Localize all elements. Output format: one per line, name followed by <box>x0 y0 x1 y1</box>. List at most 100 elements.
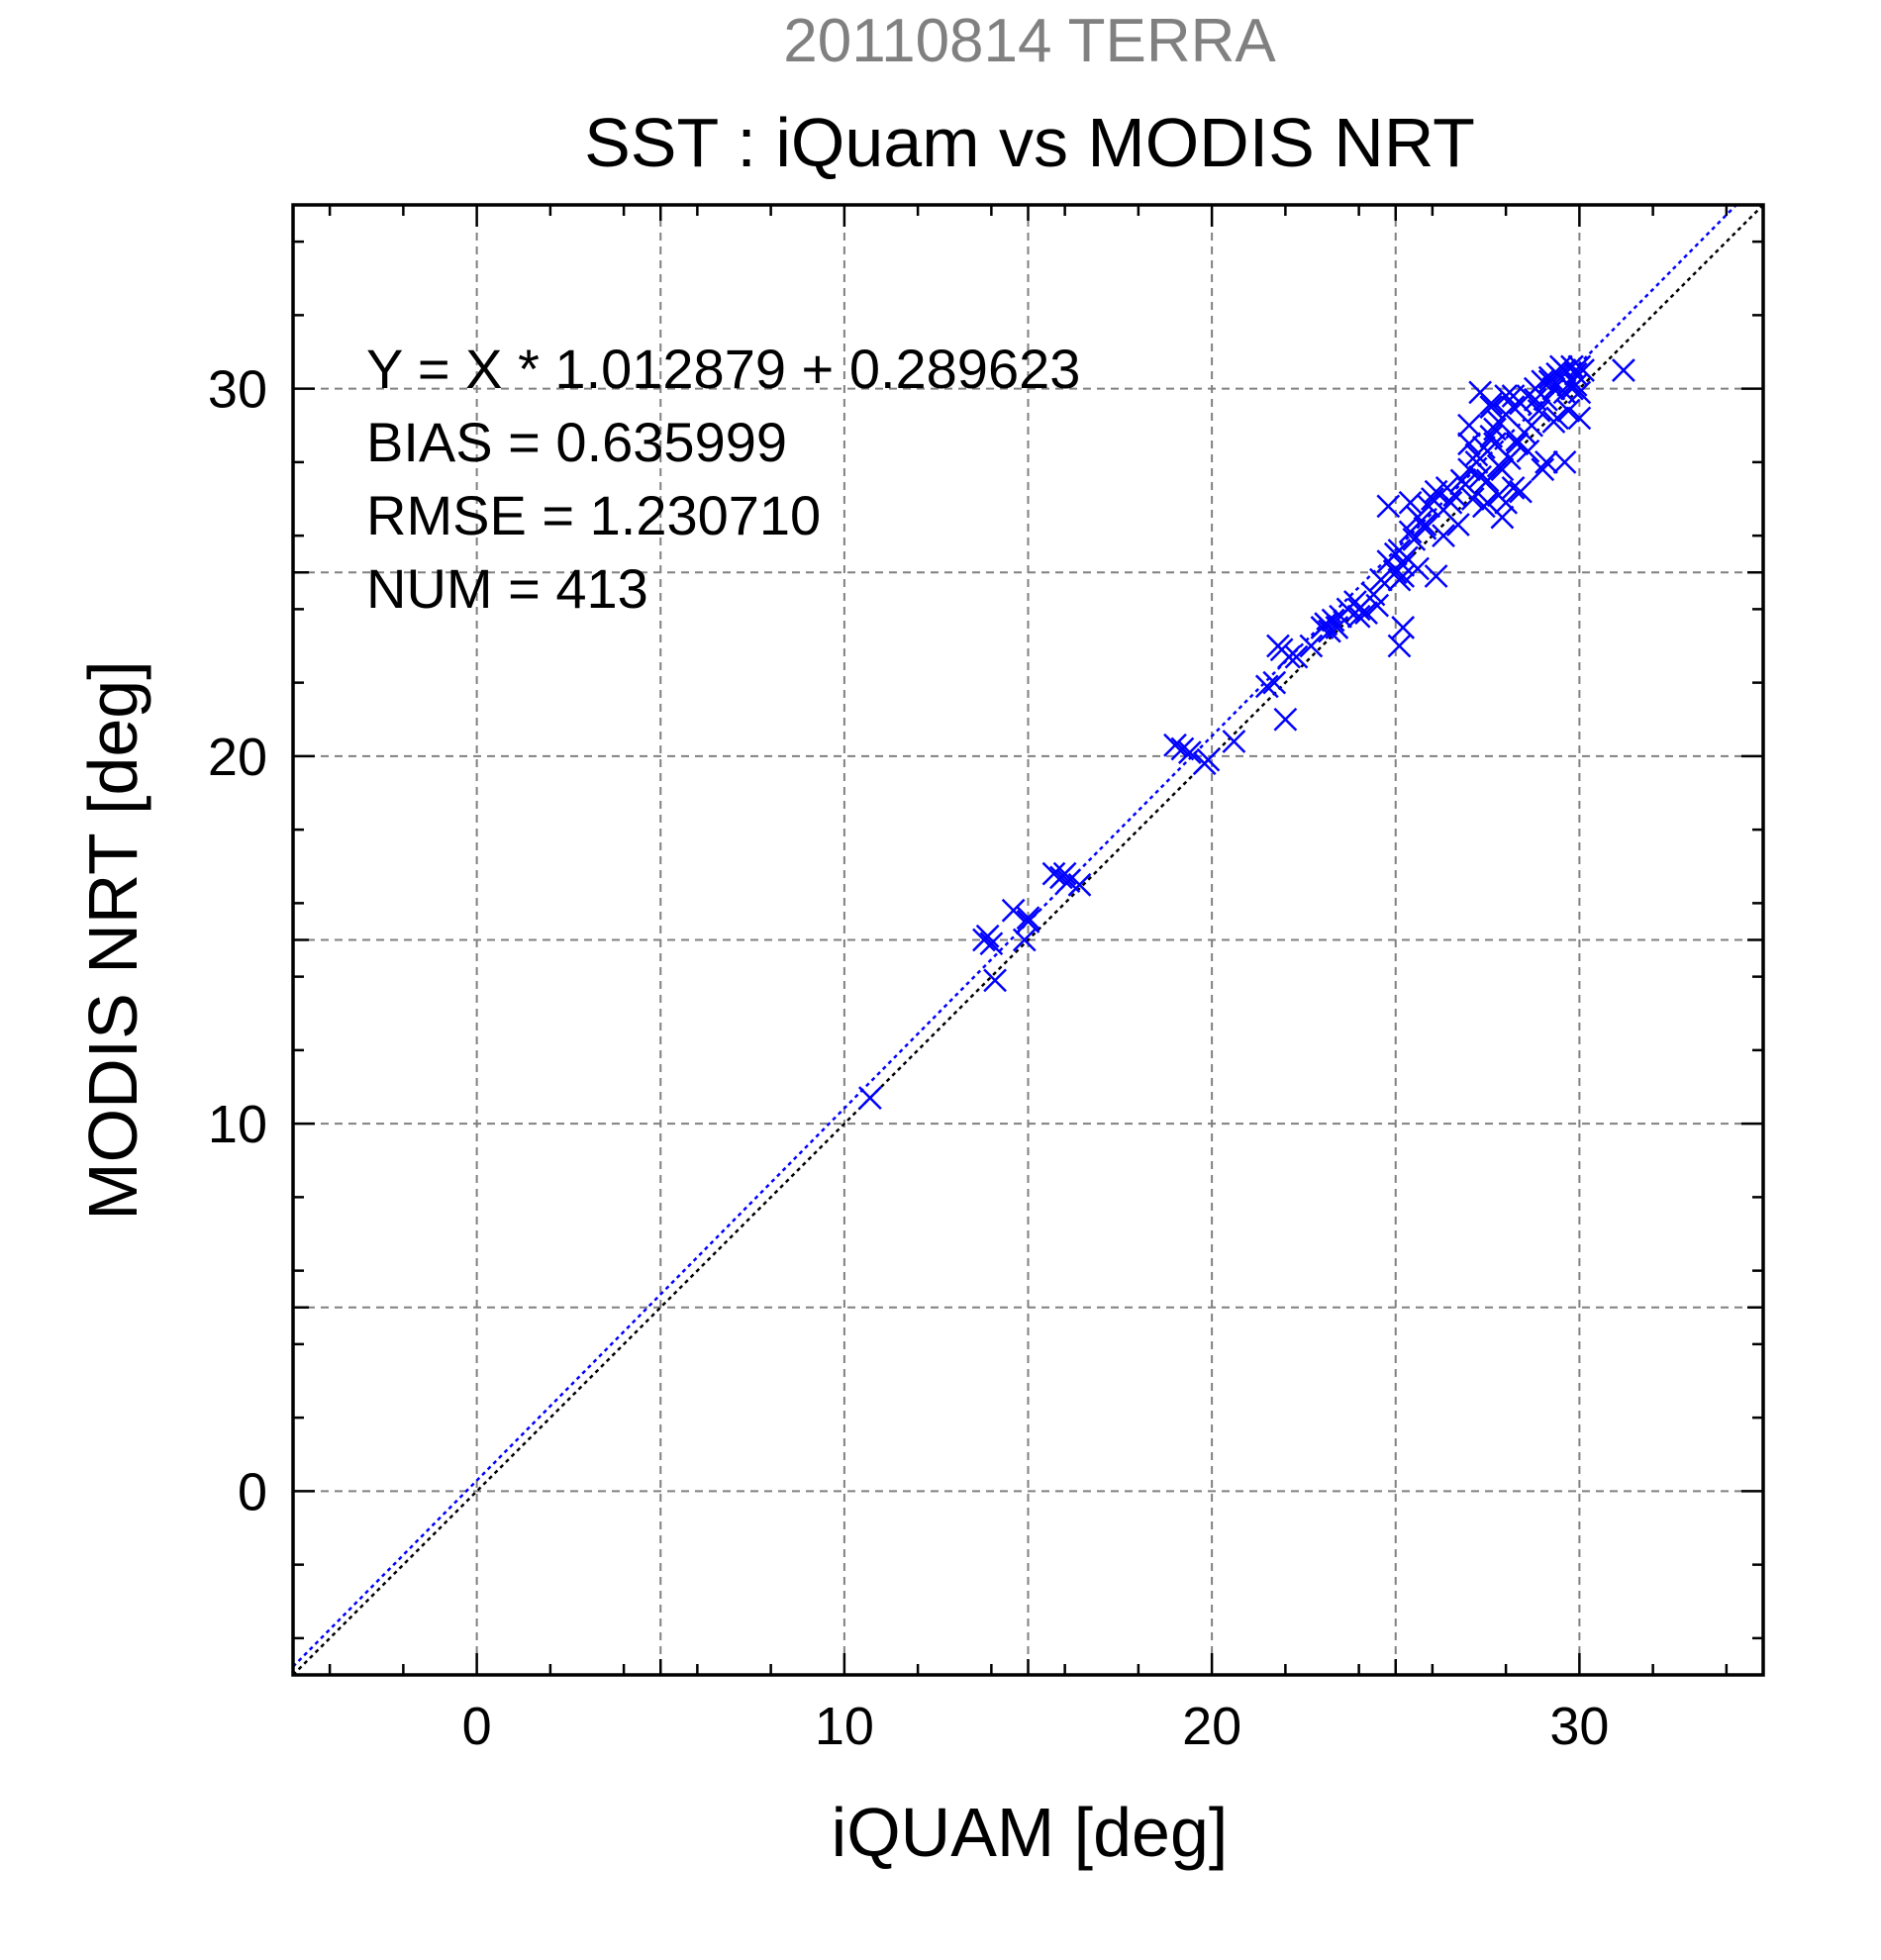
scatter-point <box>1438 490 1463 515</box>
scatter-point <box>1567 380 1592 405</box>
scatter-point <box>1531 369 1555 394</box>
plot-frame <box>291 203 1765 1677</box>
scatter-point <box>1369 567 1393 592</box>
scatter-point <box>1409 509 1434 534</box>
scatter-point <box>1537 369 1562 394</box>
scatter-point <box>1262 670 1287 695</box>
scatter-point <box>1196 747 1221 772</box>
scatter-point <box>1457 432 1481 456</box>
scatter-point <box>1494 384 1519 408</box>
scatter-point <box>1413 516 1437 540</box>
scatter-point <box>1277 644 1301 669</box>
scatter-point <box>1556 399 1581 423</box>
scatter-point <box>1432 524 1455 548</box>
scatter-point <box>1016 906 1040 931</box>
x-tick-label: 10 <box>815 1697 874 1756</box>
scatter-point <box>1563 361 1588 386</box>
scatter-point <box>1163 733 1187 757</box>
annotation-block: Y = X * 1.012879 + 0.289623 BIAS = 0.635… <box>366 338 1080 620</box>
scatter-point <box>1016 910 1040 933</box>
scatter-point <box>1424 564 1448 588</box>
scatter-point <box>1376 494 1401 519</box>
scatter-points <box>857 354 1635 1111</box>
scatter-point <box>1501 475 1526 500</box>
scatter-point <box>1471 494 1496 519</box>
x-tick-label: 0 <box>462 1697 492 1756</box>
identity-line <box>293 205 1763 1675</box>
scatter-point <box>1170 736 1195 761</box>
scatter-point <box>1321 608 1345 633</box>
scatter-point <box>1501 384 1526 408</box>
scatter-point <box>1612 358 1635 382</box>
scatter-point <box>1571 358 1595 382</box>
scatter-point <box>1387 634 1412 658</box>
y-tick-label: 30 <box>208 360 267 420</box>
scatter-point <box>1479 395 1504 420</box>
scatter-point <box>1567 406 1592 431</box>
x-axis-label: iQUAM [deg] <box>832 1794 1229 1871</box>
scatter-point <box>1314 612 1338 637</box>
scatter-point <box>1490 505 1515 530</box>
scatter-point <box>1406 556 1430 581</box>
scatter-point <box>1531 457 1555 482</box>
chart-suptitle: 20110814 TERRA <box>783 7 1276 75</box>
annotation-rmse: RMSE = 1.230710 <box>366 484 821 546</box>
scatter-point <box>1460 487 1485 511</box>
scatter-point <box>1284 644 1309 669</box>
scatter-point <box>1445 513 1470 537</box>
scatter-point <box>1012 928 1037 952</box>
scatter-point <box>1464 449 1489 474</box>
scatter-point <box>1490 457 1515 482</box>
scatter-point <box>1534 449 1558 474</box>
scatter-point <box>1523 387 1547 412</box>
scatter-point <box>1354 601 1378 625</box>
scatter-point <box>1383 560 1408 585</box>
scatter-point <box>983 968 1007 993</box>
scatter-point <box>1505 428 1530 452</box>
scatter-point <box>1479 425 1504 448</box>
scatter-point <box>1435 475 1459 500</box>
scatter-point <box>1501 395 1526 420</box>
chart-title: SST : iQuam vs MODIS NRT <box>584 104 1475 181</box>
scatter-point <box>1457 413 1481 438</box>
scatter-point <box>1509 479 1533 504</box>
scatter-point <box>1273 707 1298 732</box>
x-tick-label: 30 <box>1549 1697 1609 1756</box>
scatter-point <box>1365 593 1390 618</box>
y-axis-label: MODIS NRT [deg] <box>74 660 151 1220</box>
scatter-point <box>1417 494 1441 519</box>
scatter-point <box>1067 872 1092 897</box>
y-tick-label: 10 <box>208 1095 267 1154</box>
scatter-point <box>1548 354 1573 379</box>
scatter-point <box>1391 616 1416 639</box>
scatter-point <box>1387 567 1412 592</box>
scatter-point <box>857 1086 882 1111</box>
annotation-num: NUM = 413 <box>366 557 648 620</box>
scatter-point <box>1505 432 1530 456</box>
scatter-point <box>1494 490 1519 515</box>
scatter-point <box>1483 432 1507 456</box>
scatter-point <box>979 931 1004 956</box>
scatter-point <box>1541 410 1566 434</box>
scatter-point <box>1534 387 1558 412</box>
scatter-point <box>1453 472 1478 497</box>
scatter-point <box>1254 674 1279 699</box>
scatter-point <box>1299 634 1324 658</box>
y-tick-label: 0 <box>238 1462 267 1521</box>
scatter-point <box>1222 730 1246 753</box>
annotation-bias: BIAS = 0.635999 <box>366 411 787 473</box>
scatter-point <box>1001 898 1026 923</box>
x-tick-labels: 0 10 20 30 <box>462 1697 1610 1756</box>
scatter-point <box>1041 861 1066 886</box>
scatter-point <box>1398 490 1423 515</box>
scatter-point <box>975 924 1000 948</box>
y-tick-label: 20 <box>208 728 267 787</box>
x-tick-label: 20 <box>1182 1697 1241 1756</box>
scatter-point <box>1552 449 1577 474</box>
scatter-point <box>1479 391 1504 416</box>
scatter-point <box>1052 861 1077 886</box>
scatter-point <box>1475 468 1500 493</box>
scatter-point <box>1177 740 1202 765</box>
scatter-point <box>1468 464 1493 489</box>
